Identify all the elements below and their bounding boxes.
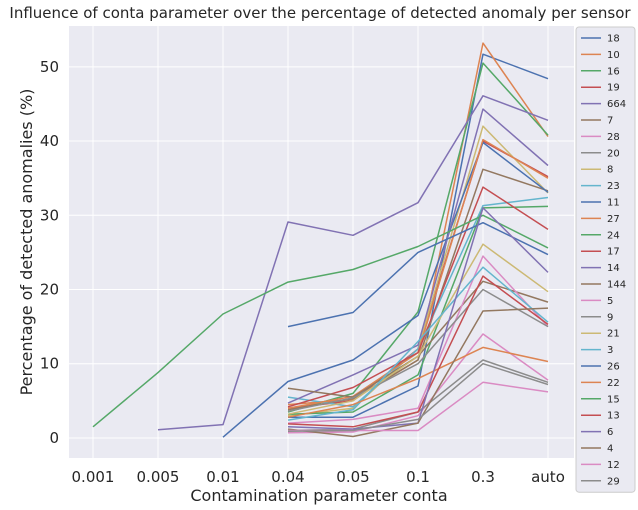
legend-label: 22 (607, 378, 620, 389)
series-line-15 (92, 214, 549, 428)
legend-label: 7 (607, 116, 613, 127)
legend-label: 28 (607, 132, 620, 143)
x-tick-labels: 0.001 0.005 0.01 0.04 0.05 0.1 0.3 auto (72, 468, 565, 486)
y-tick-label: 50 (40, 58, 59, 76)
legend-label: 20 (607, 148, 620, 159)
series-line-18 (288, 53, 549, 418)
legend-label: 16 (607, 66, 620, 77)
y-tick-label: 0 (49, 429, 59, 447)
y-tick-label: 30 (40, 206, 59, 224)
series-line-14 (287, 108, 549, 404)
series-line-664 (157, 95, 549, 431)
y-axis-label: Percentage of detected anomalies (%) (17, 89, 36, 396)
legend-label: 29 (607, 476, 620, 487)
series-line-4 (287, 307, 549, 438)
legend-label: 11 (607, 198, 620, 209)
legend-label: 18 (607, 34, 620, 45)
legend-label: 3 (607, 345, 613, 356)
series-line-11 (222, 141, 549, 438)
series-line-3 (287, 266, 549, 421)
chart-title: Influence of conta parameter over the pe… (9, 4, 631, 22)
series-line-9 (287, 288, 549, 412)
series-line-21 (287, 243, 549, 415)
legend-label: 4 (607, 444, 613, 455)
legend-label: 10 (607, 50, 620, 61)
legend-label: 8 (607, 165, 613, 176)
legend-label: 14 (607, 263, 620, 274)
x-tick-label: 0.04 (271, 468, 304, 486)
legend-label: 17 (607, 247, 620, 258)
x-tick-label: 0.05 (336, 468, 369, 486)
series-line-5 (287, 255, 549, 424)
y-tick-label: 40 (40, 132, 59, 150)
legend-label: 24 (607, 230, 620, 241)
series-line-28 (287, 333, 549, 434)
legend-label: 27 (607, 214, 620, 225)
legend-label: 12 (607, 460, 620, 471)
grid (69, 26, 574, 458)
x-tick-label: 0.001 (72, 468, 115, 486)
legend-label: 5 (607, 296, 613, 307)
series-line-13 (287, 275, 549, 428)
legend-label: 144 (607, 280, 626, 291)
x-tick-label: 0.1 (406, 468, 430, 486)
y-tick-label: 20 (40, 281, 59, 299)
legend-label: 9 (607, 312, 613, 323)
x-axis-label: Contamination parameter conta (190, 486, 447, 505)
legend-label: 13 (607, 411, 620, 422)
y-tick-label: 10 (40, 355, 59, 373)
legend: 18 10 16 19 664 7 28 20 8 23 11 27 24 17 14 144 5 9 21 3 26 2… (575, 26, 636, 493)
series-line-29 (287, 362, 549, 433)
x-tick-label: auto (531, 468, 565, 486)
legend-label: 19 (607, 83, 620, 94)
legend-box (575, 26, 636, 493)
legend-label: 664 (607, 99, 626, 110)
x-tick-label: 0.005 (137, 468, 180, 486)
series-line-16 (287, 62, 549, 413)
y-tick-labels: 0 10 20 30 40 50 (40, 58, 59, 447)
x-tick-label: 0.3 (471, 468, 495, 486)
x-tick-label: 0.01 (206, 468, 239, 486)
legend-label: 26 (607, 362, 620, 373)
series-line-22 (287, 346, 549, 418)
legend-label: 21 (607, 329, 620, 340)
series-line-23 (287, 196, 549, 408)
legend-label: 6 (607, 427, 613, 438)
legend-label: 23 (607, 181, 620, 192)
legend-label: 15 (607, 394, 620, 405)
series-line-26 (287, 221, 549, 328)
series-lines (92, 42, 549, 438)
